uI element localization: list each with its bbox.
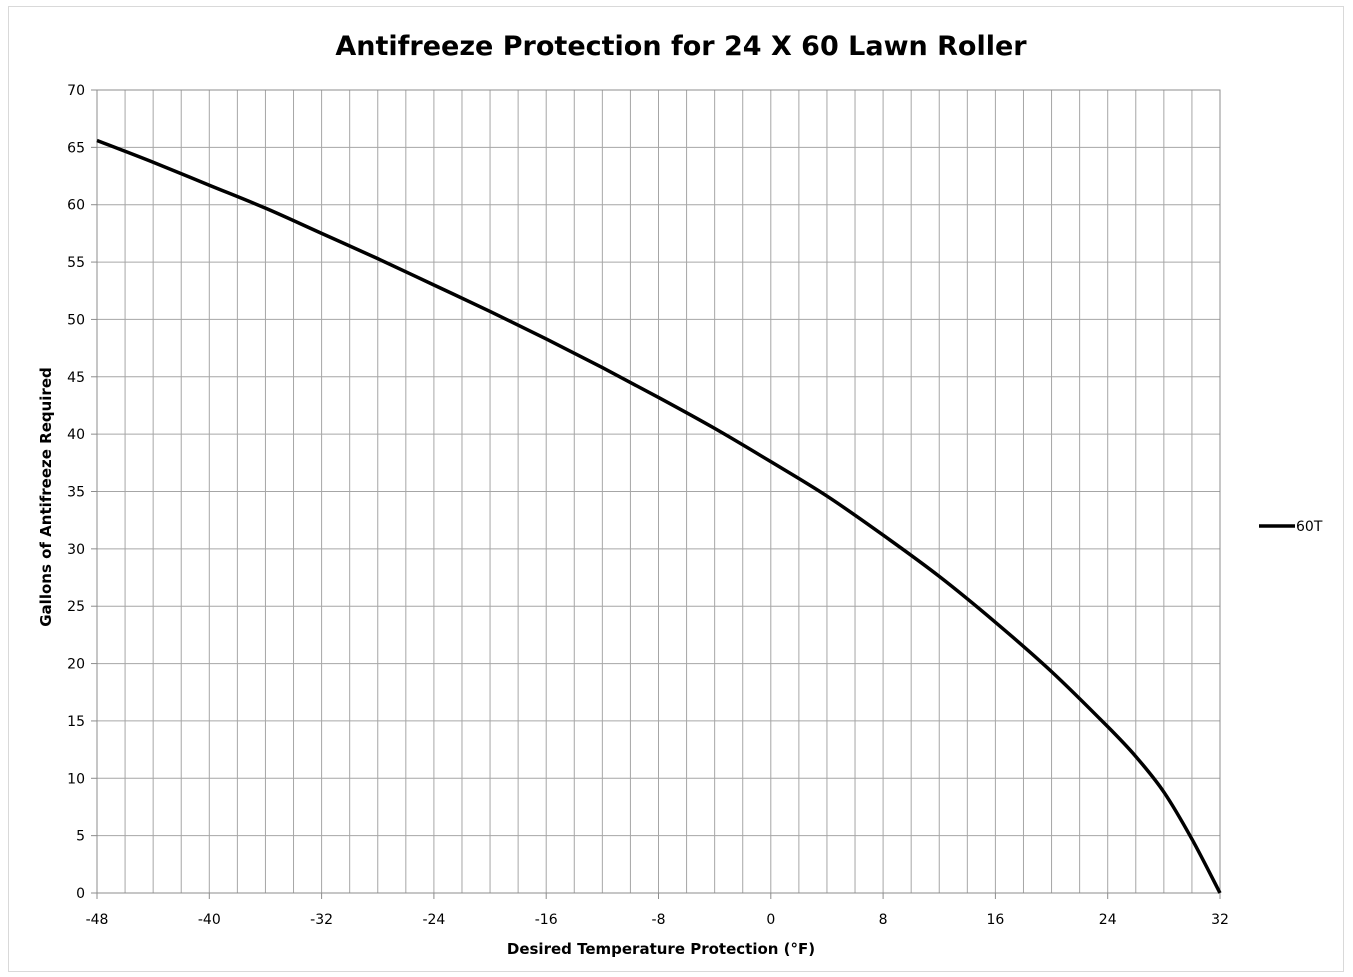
- chart-svg: Antifreeze Protection for 24 X 60 Lawn R…: [37, 31, 1323, 958]
- y-tick-labels: 0 5 10 15 20 25 30 35 40 45 50 55 60 65 70: [67, 83, 97, 902]
- y-tick-label: 50: [67, 312, 85, 328]
- y-tick-label: 0: [76, 886, 85, 902]
- y-tick-label: 20: [67, 657, 85, 673]
- y-tick-label: 25: [67, 599, 85, 615]
- grid: [96, 89, 1221, 894]
- y-tick-label: 55: [67, 255, 85, 271]
- y-tick-label: 65: [67, 140, 85, 156]
- x-tick-labels: -48 -40 -32 -24 -16 -8 0 8 16 24 32: [86, 893, 1229, 928]
- x-tick-label: -40: [198, 912, 221, 928]
- x-tick-label: 8: [879, 912, 888, 928]
- y-tick-label: 60: [67, 198, 85, 214]
- series-layer: [96, 138, 1222, 894]
- y-tick-label: 40: [67, 427, 85, 443]
- y-axis-title: Gallons of Antifreeze Required: [37, 367, 55, 627]
- legend-label-60t: 60T: [1296, 519, 1323, 535]
- y-tick-label: 35: [67, 485, 85, 501]
- chart-frame: Antifreeze Protection for 24 X 60 Lawn R…: [8, 6, 1344, 972]
- x-tick-label: -48: [86, 912, 109, 928]
- x-tick-label: -8: [652, 912, 666, 928]
- x-tick-label: -32: [310, 912, 333, 928]
- legend: 60T: [1259, 519, 1323, 535]
- x-tick-label: -16: [535, 912, 558, 928]
- x-axis-title: Desired Temperature Protection (°F): [507, 940, 815, 958]
- y-tick-label: 15: [67, 714, 85, 730]
- x-tick-label: 16: [986, 912, 1004, 928]
- x-tick-label: -24: [422, 912, 445, 928]
- x-tick-label: 32: [1211, 912, 1229, 928]
- y-tick-label: 5: [76, 829, 85, 845]
- y-tick-label: 30: [67, 542, 85, 558]
- y-tick-label: 45: [67, 370, 85, 386]
- chart-title: Antifreeze Protection for 24 X 60 Lawn R…: [335, 31, 1027, 62]
- y-tick-label: 10: [67, 771, 85, 787]
- x-tick-label: 0: [766, 912, 775, 928]
- y-tick-label: 70: [67, 83, 85, 99]
- x-tick-label: 24: [1099, 912, 1117, 928]
- series-line-60t: [96, 138, 1222, 894]
